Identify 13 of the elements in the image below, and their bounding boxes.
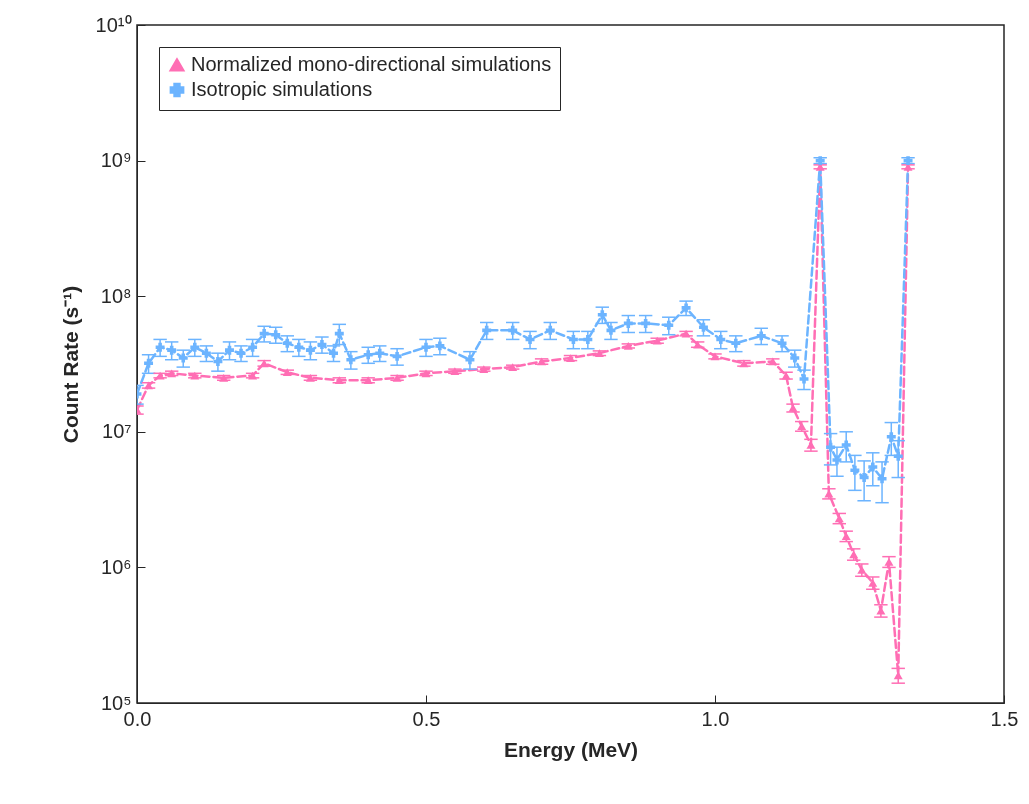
- y-tick-label: 10⁸: [100, 284, 132, 307]
- legend-label: Isotropic simulations: [191, 78, 373, 100]
- legend-label: Normalized mono-directional simulations: [191, 53, 552, 75]
- x-tick-label: 1.5: [990, 707, 1019, 730]
- y-tick-label: 10⁶: [101, 555, 132, 578]
- y-tick-label: 10¹⁰: [95, 13, 132, 36]
- x-tick-label: 0.5: [412, 707, 441, 730]
- y-axis-title: Count Rate (s⁻¹): [58, 285, 82, 444]
- y-tick-label: 10⁷: [102, 420, 132, 443]
- x-tick-label: 1.0: [701, 707, 730, 730]
- y-tick-label: 10⁹: [100, 149, 132, 172]
- x-axis-title: Energy (MeV): [503, 737, 639, 761]
- x-tick-label: 0.0: [123, 707, 152, 730]
